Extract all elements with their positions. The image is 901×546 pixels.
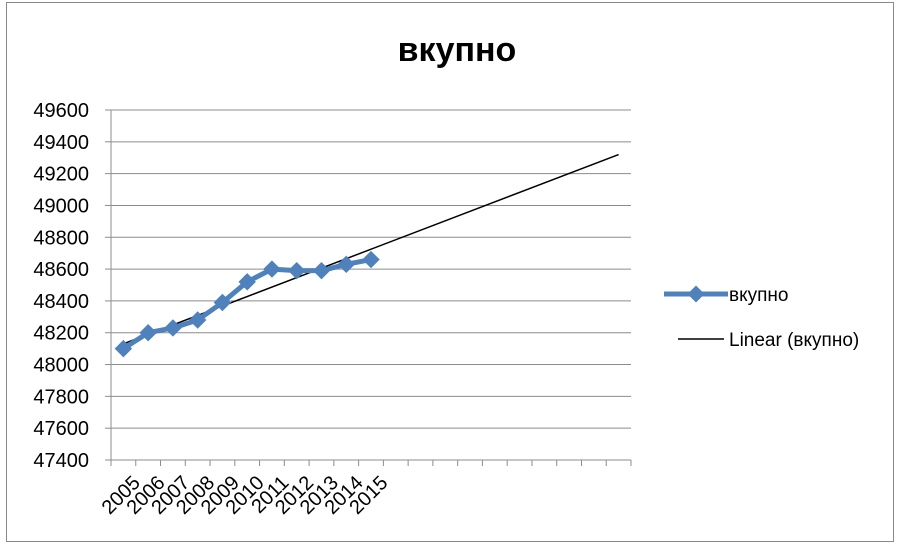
legend-series-label: вкупно — [729, 285, 788, 306]
y-tick-label: 48600 — [33, 259, 89, 281]
y-axis-ticks: 47400 47600 47800 48000 48200 48400 48600 48800… — [33, 100, 89, 472]
y-tick-label: 49200 — [33, 164, 89, 186]
series-layer — [114, 250, 380, 358]
y-tick-label: 49400 — [33, 132, 89, 154]
data-point — [238, 273, 256, 291]
data-point — [362, 250, 380, 269]
chart-frame — [6, 2, 894, 542]
y-tick-label: 48000 — [33, 355, 89, 377]
legend-trendline-label: Linear (вкупно) — [729, 330, 859, 351]
data-point — [337, 255, 355, 274]
data-point — [288, 261, 306, 280]
series-line — [122, 257, 372, 351]
chart-title: вкупно — [398, 31, 517, 69]
data-point — [188, 311, 207, 329]
y-tick-label: 49600 — [33, 100, 89, 122]
gridlines — [105, 109, 632, 466]
y-tick-label: 47600 — [33, 418, 89, 440]
y-tick-label: 49000 — [33, 195, 89, 217]
data-point — [263, 260, 281, 278]
y-tick-label: 47400 — [33, 450, 89, 472]
data-point — [213, 293, 232, 312]
data-point — [312, 261, 331, 280]
legend-series-marker — [687, 285, 705, 303]
x-axis-ticks: 2005200620072008200920102011201220132014… — [98, 472, 393, 519]
data-point — [114, 339, 133, 358]
legend: вкупно Linear (вкупно) — [664, 285, 859, 351]
y-tick-label: 48200 — [33, 323, 89, 345]
y-tick-label: 47800 — [33, 386, 89, 408]
data-point — [164, 319, 182, 337]
y-tick-label: 48800 — [33, 227, 89, 249]
data-point — [139, 324, 157, 342]
y-tick-label: 48400 — [33, 291, 89, 313]
